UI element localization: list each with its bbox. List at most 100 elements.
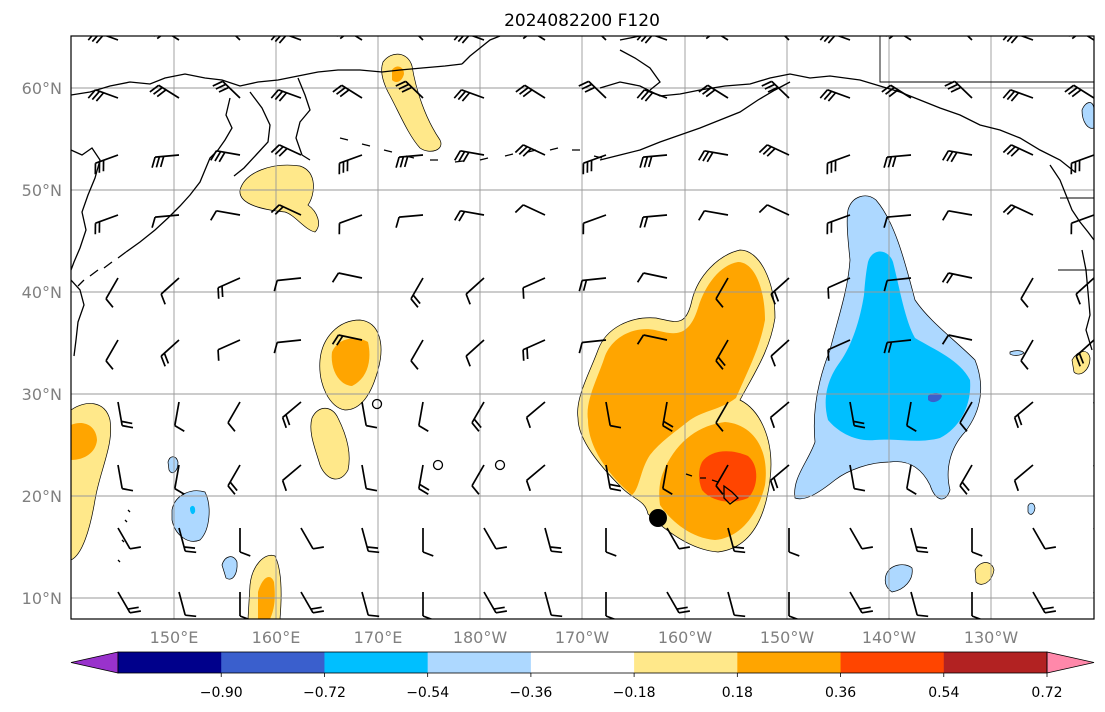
wind-barb <box>151 214 180 228</box>
wind-barb <box>210 209 241 221</box>
lon-label-170e: 170°E <box>354 628 403 647</box>
wind-barb <box>698 149 729 163</box>
wind-barb <box>1093 528 1094 532</box>
hawaiian-islands <box>685 473 739 505</box>
wind-barb <box>117 401 134 429</box>
wind-barb <box>483 527 507 550</box>
wind-barb <box>270 204 302 216</box>
colorbar-tick-label: 0.36 <box>825 685 856 701</box>
wind-barb <box>270 144 302 157</box>
coastline-bering-west <box>461 36 501 65</box>
coastline-okhotsk <box>71 147 101 271</box>
wind-barb <box>331 272 363 283</box>
wind-barb <box>300 591 324 614</box>
wind-barb <box>883 277 912 292</box>
wind-barb <box>422 528 434 557</box>
wind-barb <box>227 464 241 495</box>
wind-barb <box>417 464 430 495</box>
wind-barb <box>522 339 546 361</box>
wind-barb <box>361 527 380 554</box>
wind-barb <box>826 214 851 235</box>
colorbar-tick-label: 0.72 <box>1031 685 1062 701</box>
wind-barb <box>515 84 546 99</box>
lon-label-130w: 130°W <box>964 628 1019 647</box>
wind-barb <box>788 528 800 557</box>
wind-barb <box>105 339 119 370</box>
wind-barb <box>788 592 800 619</box>
wind-barb <box>769 464 790 492</box>
wind-barb <box>715 401 729 432</box>
wind-barb <box>849 464 866 492</box>
colorbar-segment <box>427 652 532 673</box>
lat-label-40n: 40°N <box>22 283 62 302</box>
wind-barb <box>519 36 546 41</box>
wind-barb <box>300 527 324 550</box>
wind-barb <box>715 339 729 370</box>
island-small-west <box>117 509 131 563</box>
wind-barb <box>153 36 180 41</box>
wind-barb <box>1064 84 1094 99</box>
wind-barb <box>1070 154 1094 175</box>
lat-label-30n: 30°N <box>22 385 62 404</box>
wind-barb <box>1002 144 1034 157</box>
wind-barb <box>417 401 429 432</box>
wind-barb <box>454 209 485 222</box>
wind-barb <box>234 36 241 41</box>
colorbar-tick-label: 0.18 <box>722 685 753 701</box>
colorbar-segment <box>324 652 429 673</box>
wind-barb <box>239 592 251 619</box>
positive-anomaly-west-edge-core <box>71 422 97 460</box>
negative-anomaly-east-c <box>1027 502 1036 515</box>
wind-barb <box>1002 88 1034 102</box>
wind-barb <box>661 464 673 495</box>
colorbar-tick-label: −0.90 <box>200 685 243 701</box>
wind-barb <box>758 204 790 216</box>
wind-barb <box>605 592 617 619</box>
lat-label-10n: 10°N <box>22 589 62 608</box>
wind-barb <box>1013 401 1034 429</box>
negative-anomaly-east-a <box>884 564 913 593</box>
wind-barb <box>465 339 485 367</box>
wind-barb <box>636 272 668 283</box>
coastline-siberia <box>71 63 463 96</box>
wind-barb <box>87 88 119 102</box>
wind-barb <box>117 464 134 492</box>
island-atoll-b <box>432 459 444 471</box>
wind-barb <box>639 154 668 168</box>
wind-barb <box>410 339 424 370</box>
wind-barb <box>514 204 546 216</box>
negative-anomaly-east-b <box>1081 102 1094 129</box>
wind-barb <box>639 214 668 228</box>
wind-barb <box>1032 527 1056 550</box>
wind-barb <box>514 144 546 157</box>
wind-barb <box>149 84 180 99</box>
coastline-kamchatka <box>125 97 233 253</box>
wind-barb <box>661 401 674 432</box>
wind-barb <box>966 36 973 41</box>
wind-barb <box>666 591 690 614</box>
lat-label-60n: 60°N <box>22 79 62 98</box>
wind-barb <box>1075 277 1094 305</box>
colorbar-segment <box>943 652 1048 673</box>
colorbar-tick-labels: −0.90 −0.72 −0.54 −0.36 −0.18 0.18 0.36 0.54 0.7… <box>200 673 1063 701</box>
wind-barbs <box>87 36 1094 619</box>
wind-barb <box>1020 277 1034 308</box>
wind-barb <box>702 36 729 41</box>
wind-barb <box>605 401 622 429</box>
positive-anomaly-hawaii-core <box>699 451 757 502</box>
wind-barb <box>959 464 973 495</box>
coastline-alaska-peninsula <box>599 81 791 161</box>
colorbar-segment <box>118 652 222 673</box>
colorbar-extension-low <box>70 651 119 674</box>
wind-barb <box>769 401 790 429</box>
wind-barb <box>849 591 873 614</box>
wind-barb <box>605 528 617 557</box>
wind-barb <box>410 277 424 308</box>
wind-barb <box>715 464 729 495</box>
wind-barb <box>395 214 424 228</box>
aleutian-islands <box>339 137 603 163</box>
wind-barb <box>727 591 746 618</box>
wind-barb <box>270 88 302 102</box>
black-dot-marker <box>649 509 667 527</box>
wind-barb <box>727 527 746 554</box>
